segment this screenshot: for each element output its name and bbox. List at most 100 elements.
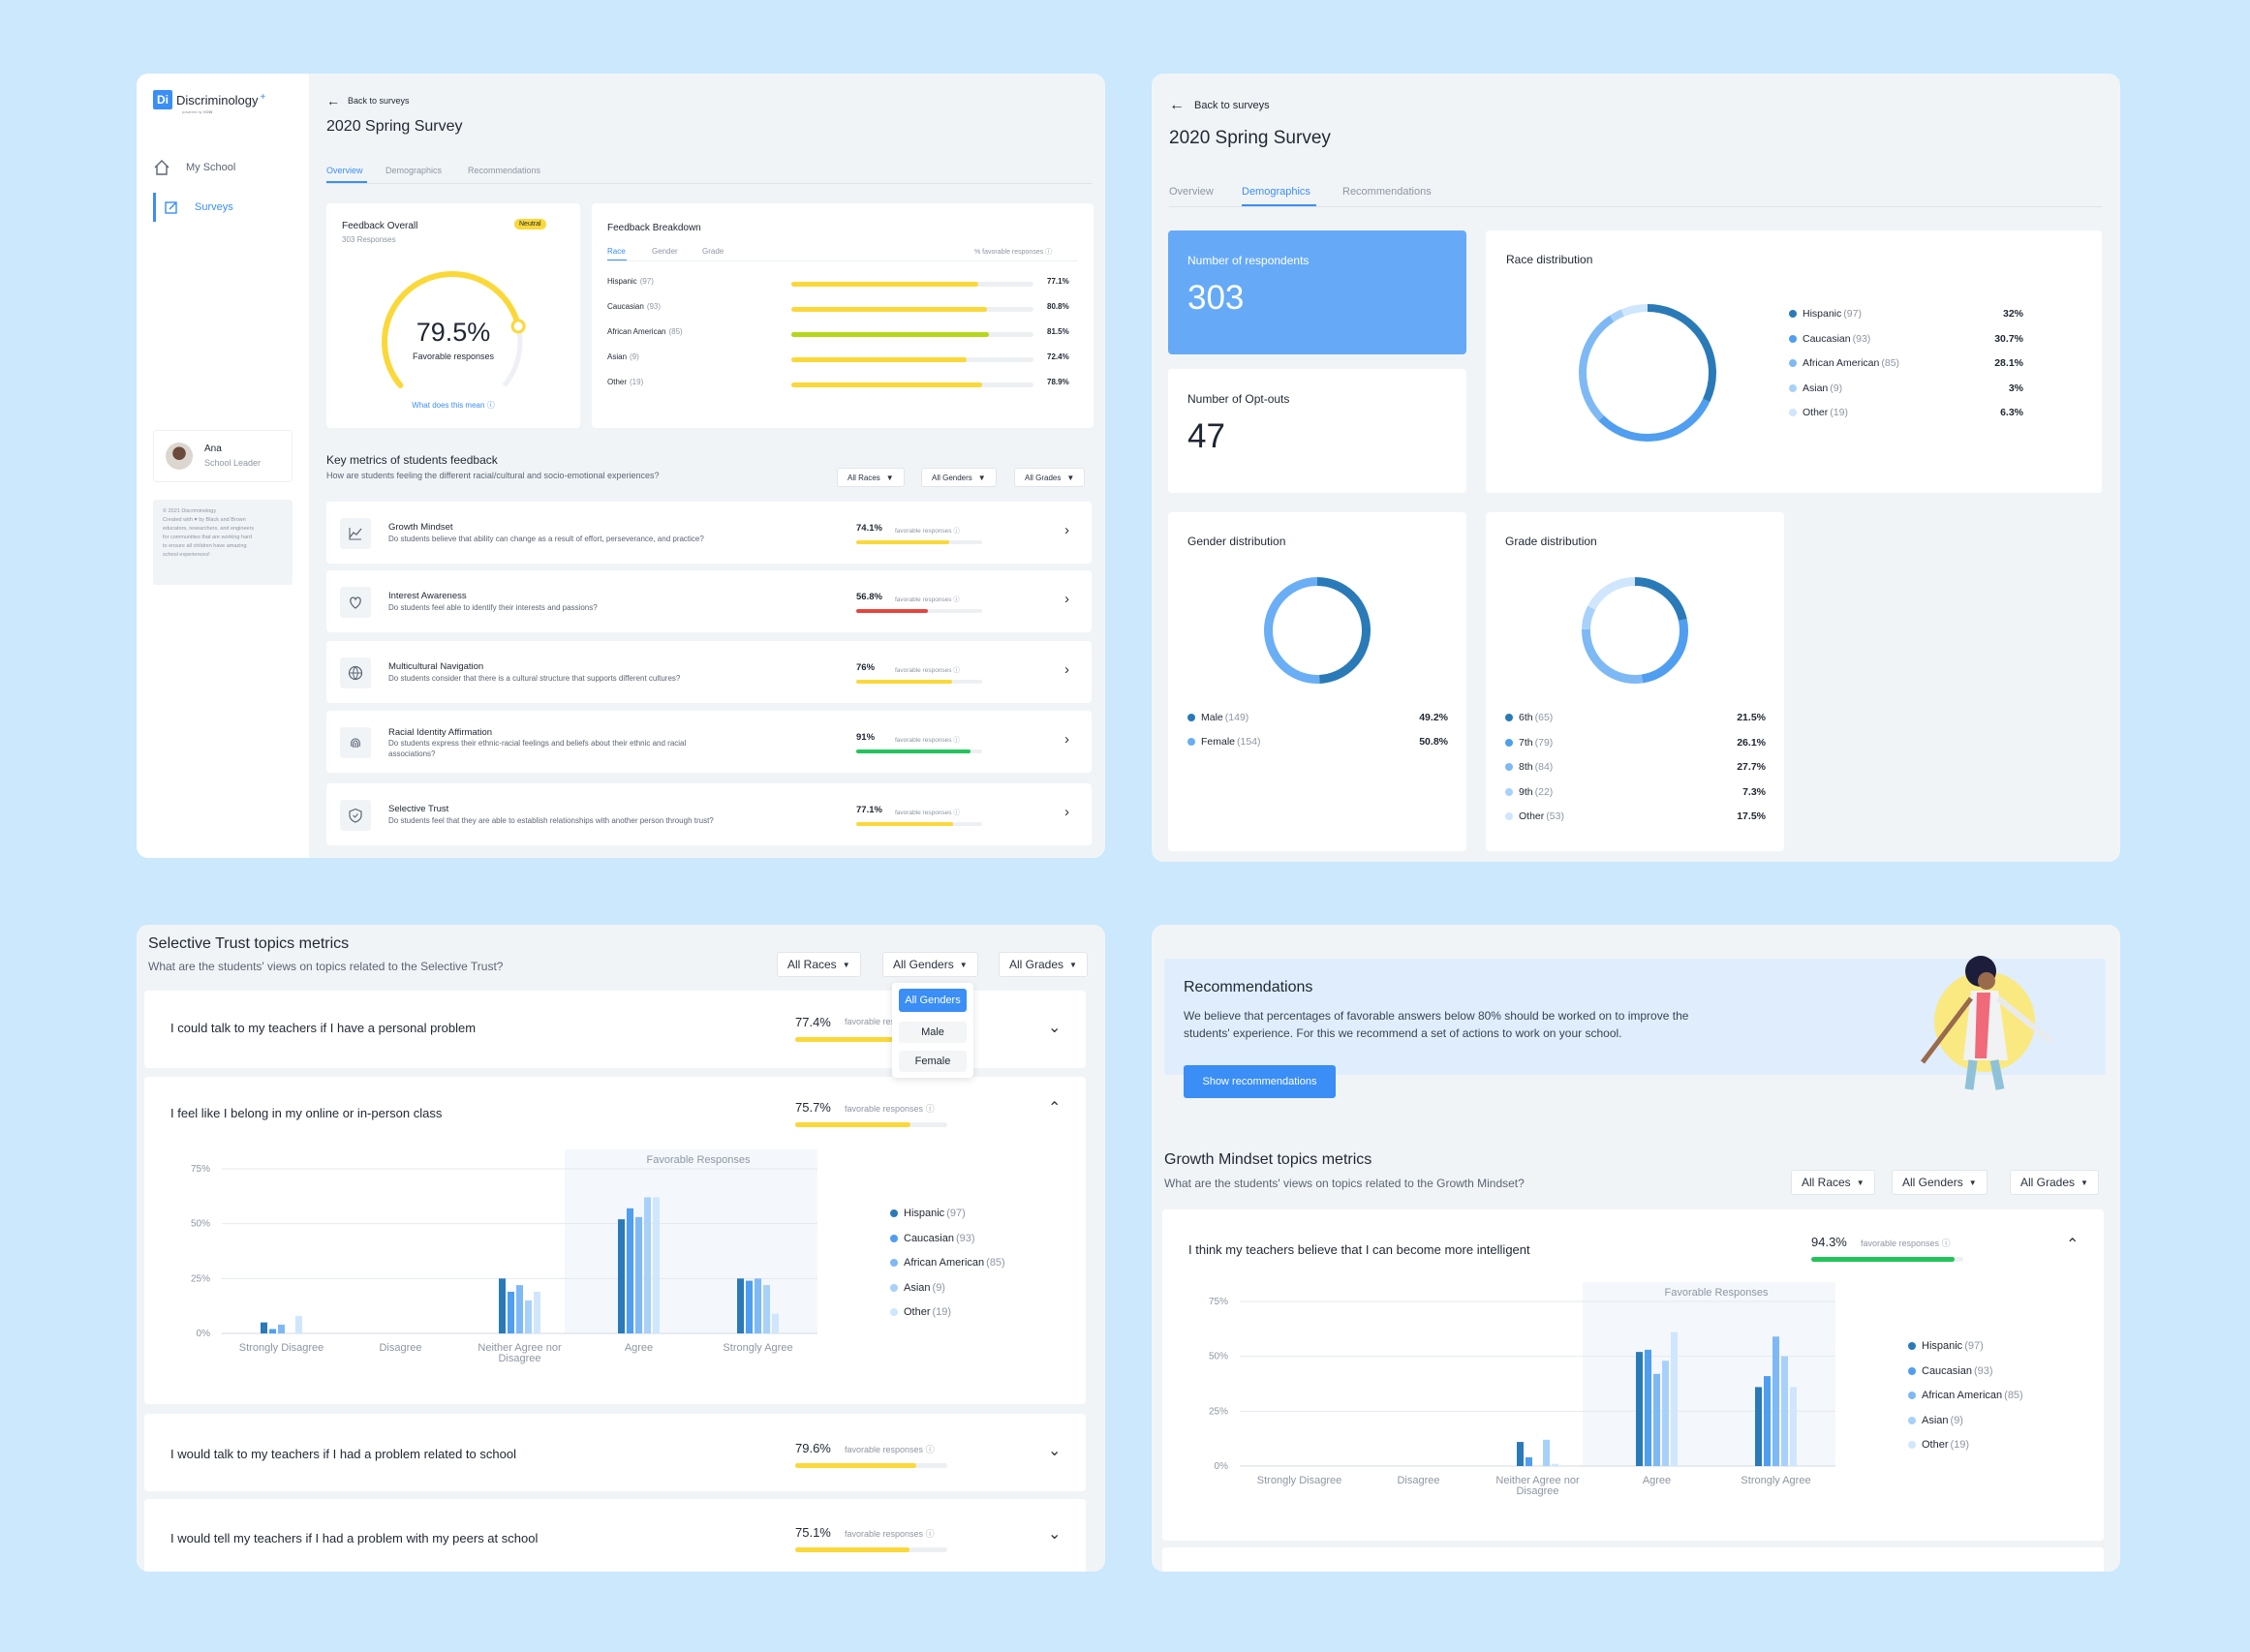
tab-active-underline [1242,204,1316,206]
gender-distribution-card: Gender distribution Male (149) 49.2% Female… [1168,512,1466,851]
races-filter[interactable]: All Races ▼ [777,952,861,977]
sidebar-item-my-school[interactable]: My School [153,159,235,176]
tab-demographics[interactable]: Demographics [385,166,443,175]
tab-overview[interactable]: Overview [326,166,363,175]
bar [1790,1387,1797,1466]
bar [1526,1456,1532,1466]
question-text: I would tell my teachers if I had a prob… [170,1531,539,1545]
globe-icon [348,665,363,681]
user-card[interactable]: Ana School Leader [153,430,293,482]
metric-description: Do students feel that they are able to e… [388,816,714,825]
chevron-right-icon[interactable]: › [1064,591,1069,607]
arrow-left-icon: ← [1169,97,1185,113]
key-metric-row[interactable]: Multicultural Navigation Do students con… [326,641,1092,703]
dropdown-option-female[interactable]: Female [899,1051,967,1072]
brand-logo[interactable]: Di Discriminology + [153,90,265,109]
what-does-this-mean-link[interactable]: What does this mean ⓘ [412,401,495,410]
donut-slice [1579,304,1716,442]
sidebar-item-surveys[interactable]: Surveys [153,193,309,222]
tab-overview[interactable]: Overview [1169,186,1214,198]
arrow-left-icon: ← [326,93,340,108]
genders-filter[interactable]: All Genders ▼ [921,468,997,487]
race-donut-chart [1579,304,1716,442]
card-title: Gender distribution [1187,535,1286,548]
races-filter[interactable]: All Races ▼ [837,468,905,487]
breakdown-pct: 77.1% [1047,277,1069,286]
plus-icon: + [260,91,266,103]
bar [278,1324,285,1333]
grades-filter[interactable]: All Grades ▼ [2010,1170,2099,1195]
chart-icon [349,528,362,540]
chevron-down-icon[interactable]: ⌄ [1048,1443,1062,1459]
legend-pct: 3% [2008,382,2023,394]
feedback-overall-card: Feedback Overall 303 Responses Neutral 7… [326,203,580,428]
edit-icon [165,201,177,214]
bar [534,1291,540,1333]
section-title: Growth Mindset topics metrics [1164,1151,1372,1168]
question-row[interactable] [1162,1547,2104,1572]
chevron-down-icon[interactable]: ⌄ [1048,1020,1062,1036]
key-metric-row[interactable]: Growth Mindset Do students believe that … [326,502,1092,564]
key-metric-row[interactable]: Interest Awareness Do students feel able… [326,570,1092,632]
chevron-right-icon[interactable]: › [1064,804,1069,820]
bar [525,1300,532,1333]
x-tick-label: Agree [1643,1475,1671,1486]
question-row[interactable]: I would talk to my teachers if I had a p… [144,1414,1086,1491]
key-metric-row[interactable]: Selective Trust Do students feel that th… [326,783,1092,845]
dropdown-option-all-genders[interactable]: All Genders [899,989,967,1012]
show-recommendations-button[interactable]: Show recommendations [1184,1065,1336,1098]
tab-race[interactable]: Race [607,247,626,256]
bar [499,1278,506,1333]
legend-item: 6th (65) [1505,712,1553,723]
fav-label: favorable responses ⓘ [845,1104,935,1114]
genders-filter[interactable]: All Genders ▼ [882,952,978,977]
section-subtitle: What are the students' views on topics r… [1164,1177,1525,1190]
fav-label: favorable responses ⓘ [845,1529,935,1539]
key-metric-row[interactable]: Racial Identity Affirmation Do students … [326,711,1092,773]
breakdown-row-label: Hispanic (97) [607,277,654,286]
metric-pct: 74.1% [856,523,882,534]
grades-filter[interactable]: All Grades ▼ [999,952,1088,977]
tab-recommendations[interactable]: Recommendations [1342,186,1432,198]
legend-dot-icon [1908,1441,1916,1449]
dropdown-option-male[interactable]: Male [899,1022,967,1043]
bar [1543,1439,1550,1466]
chevron-up-icon[interactable]: ⌃ [2066,1237,2080,1253]
chevron-right-icon[interactable]: › [1064,731,1069,748]
recommendations-title: Recommendations [1184,979,1313,995]
breakdown-row-label: African American (85) [607,327,683,336]
back-link[interactable]: ← Back to surveys [1169,97,1270,113]
question-row-expanded: I think my teachers believe that I can b… [1162,1209,2104,1541]
bar-fill [791,282,978,287]
tab-recommendations[interactable]: Recommendations [468,166,541,175]
question-row[interactable]: I would tell my teachers if I had a prob… [144,1499,1086,1572]
race-distribution-card: Race distribution Hispanic (97) 32% Caucasi… [1486,230,2102,493]
grades-filter[interactable]: All Grades ▼ [1014,468,1086,487]
metric-pct: 56.8% [856,592,882,602]
legend-item: African American (85) [1789,357,1899,369]
bar [627,1208,633,1333]
chevron-up-icon[interactable]: ⌃ [1048,1100,1062,1117]
tab-demographics[interactable]: Demographics [1242,186,1310,198]
chevron-right-icon[interactable]: › [1064,522,1069,538]
bar [737,1278,744,1333]
tab-grade[interactable]: Grade [702,247,724,256]
sidebar-item-label: Surveys [195,201,233,213]
breakdown-bar [791,282,1033,287]
legend-item: African American (85) [890,1257,1005,1269]
chevron-down-icon[interactable]: ⌄ [1048,1526,1062,1543]
fav-label: favorable responses ⓘ [895,528,960,535]
status-badge: Neutral [514,219,546,229]
bar-fill [856,822,954,826]
back-link[interactable]: ← Back to surveys [326,93,410,108]
legend-item: Hispanic (97) [1908,1340,1984,1352]
question-pct: 77.4% [795,1015,831,1029]
races-filter[interactable]: All Races ▼ [1791,1170,1875,1195]
genders-filter[interactable]: All Genders ▼ [1892,1170,1988,1195]
question-text: I think my teachers believe that I can b… [1188,1242,1530,1257]
bar [635,1216,642,1333]
page-title: 2020 Spring Survey [326,118,463,135]
tab-gender[interactable]: Gender [652,247,678,256]
metric-description: Do students express their ethnic-racial … [388,739,687,748]
chevron-right-icon[interactable]: › [1064,661,1069,678]
